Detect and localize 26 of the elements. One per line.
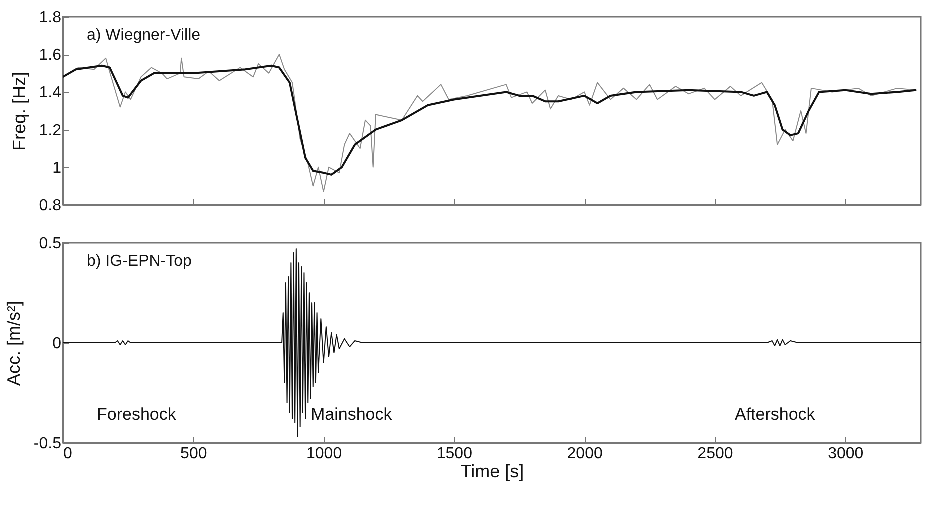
y-tick-label: 1.8 [39, 10, 62, 26]
x-tick-label: 500 [180, 446, 208, 462]
y-tick-label: 1.2 [39, 122, 62, 140]
y-tick-label: 1.6 [39, 47, 62, 64]
annotation: b) IG-EPN-Top [87, 253, 192, 270]
x-tick-label: 1000 [306, 446, 342, 462]
annotation: Foreshock [97, 405, 177, 424]
x-tick-label: 2000 [567, 446, 603, 462]
y-axis-title: Freq. [Hz] [9, 72, 30, 152]
x-tick-label: 0 [64, 446, 72, 462]
y-tick-label: 0 [52, 336, 62, 352]
y-tick-label: -0.5 [34, 436, 62, 452]
y-tick-label: 1 [52, 160, 62, 177]
y-axis-title: Acc. [m/s²] [4, 301, 24, 386]
y-tick-label: 0.8 [39, 198, 62, 214]
annotation: a) Wiegner-Ville [87, 27, 201, 44]
x-axis-title: Time [s] [460, 462, 524, 482]
x-tick-label: 3000 [828, 446, 864, 462]
x-tick-label: 2500 [698, 446, 734, 462]
y-tick-label: 0.5 [39, 236, 62, 252]
line-series [63, 64, 917, 176]
y-tick-label: 1.4 [39, 84, 62, 102]
annotation: Mainshock [311, 405, 393, 424]
annotation: Aftershock [735, 405, 816, 424]
x-tick-label: 1500 [436, 446, 473, 462]
line-series [63, 248, 921, 438]
